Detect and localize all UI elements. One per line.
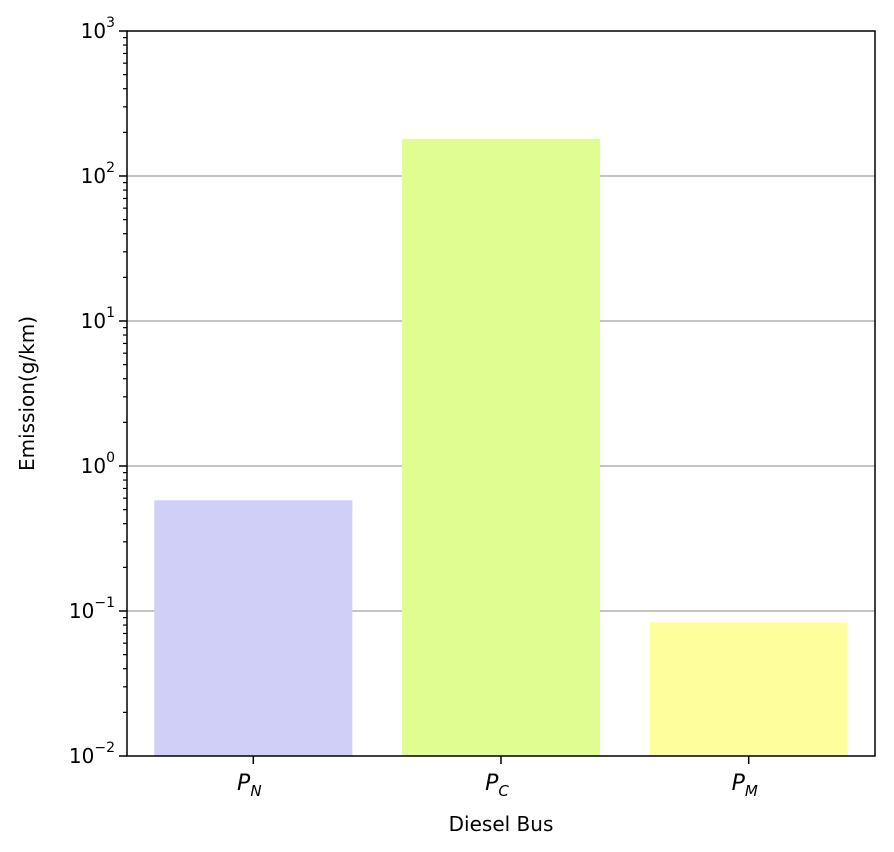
y-tick-label: 10−2 — [69, 740, 115, 768]
x-tick-label: PN — [237, 771, 262, 800]
x-axis-ticks: PN PC PM — [237, 756, 758, 800]
y-tick-label: 10−1 — [69, 595, 115, 623]
y-tick-label: 102 — [81, 160, 115, 188]
x-axis-label: Diesel Bus — [449, 812, 554, 836]
x-tick-label: PC — [485, 771, 509, 800]
y-axis-label: Emission(g/km) — [15, 316, 39, 471]
y-axis-ticks: 10−2 10−1 100 101 102 103 — [69, 15, 127, 768]
bar-pn — [154, 500, 353, 756]
bar-pm — [649, 622, 848, 756]
x-tick-label: PM — [732, 771, 758, 800]
bars — [154, 138, 848, 757]
bar-pc — [401, 138, 601, 757]
y-tick-label: 101 — [81, 305, 115, 333]
y-tick-label: 103 — [81, 15, 115, 43]
y-tick-label: 100 — [81, 450, 115, 478]
